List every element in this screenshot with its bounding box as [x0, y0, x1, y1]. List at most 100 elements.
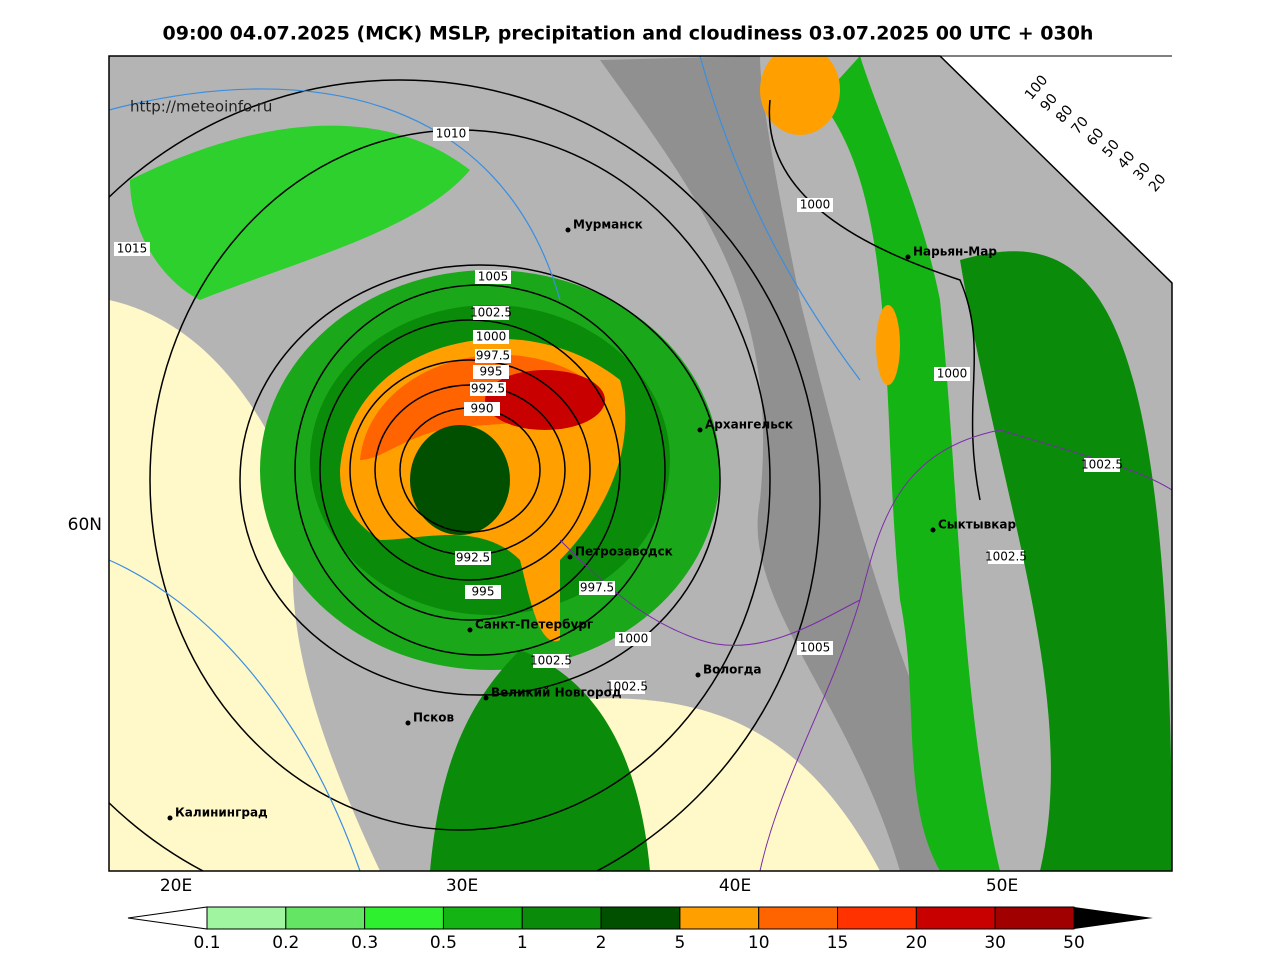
- city-dot: [167, 815, 173, 821]
- city-label: Мурманск: [573, 218, 643, 232]
- isobar-label: 1005: [478, 270, 509, 284]
- x-axis-label: 30E: [446, 876, 478, 896]
- colorbar-label: 1: [517, 933, 528, 953]
- city-label: Петрозаводск: [575, 545, 673, 559]
- isobar-label-bg: [473, 330, 509, 344]
- isobar-label: 1000: [618, 632, 649, 646]
- isobar-label: 1002.5: [530, 654, 572, 668]
- colorbar-swatch: [285, 906, 366, 930]
- isobar-label-bg: [470, 382, 506, 396]
- colorbar-under: [127, 906, 208, 930]
- city-dot: [467, 627, 473, 633]
- isobar-label: 990: [471, 402, 494, 416]
- isobar-label: 1015: [117, 242, 148, 256]
- isobars: [109, 79, 981, 871]
- isobar-label-bg: [473, 365, 509, 379]
- isobar-label-bg: [609, 680, 645, 694]
- precip-area: [130, 125, 470, 300]
- city-dot: [567, 554, 573, 560]
- isobar-label-bg: [797, 198, 833, 212]
- x-axis-label: 50E: [986, 876, 1018, 896]
- map-frame: [108, 55, 1173, 872]
- isobar-label: 992.5: [471, 382, 505, 396]
- isobar-label: 992.5: [456, 551, 490, 565]
- isobar-label-bg: [988, 550, 1024, 564]
- isobar-label: 997.5: [476, 349, 510, 363]
- isobar-label: 1010: [436, 127, 467, 141]
- colorbar-label: 50: [1063, 933, 1085, 953]
- colorbar-label: 0.3: [351, 933, 378, 953]
- city-dot: [930, 527, 936, 533]
- city-dot: [697, 427, 703, 433]
- precip-colorbar: 0.1 0.2 0.3 0.5 1 2 5 10 15 20 30 50: [127, 906, 1153, 953]
- city-dot: [405, 720, 411, 726]
- city-label: Нарьян-Мар: [913, 245, 997, 259]
- colorbar-swatch: [837, 906, 917, 930]
- precip-area: [820, 56, 1000, 871]
- cloud-dense: [600, 56, 1000, 871]
- colorbar-label: 0.1: [193, 933, 220, 953]
- isobar-label-bg: [464, 402, 500, 416]
- colorbar-swatch: [994, 906, 1075, 930]
- city-dot: [905, 254, 911, 260]
- isobar-label-bg: [465, 585, 501, 599]
- colorbar-label: 10: [748, 933, 770, 953]
- isobar-label: 995: [480, 365, 503, 379]
- isobar-label-bg: [114, 242, 150, 256]
- isobar-label-bg: [615, 632, 651, 646]
- isobar-label-bg: [533, 654, 569, 668]
- colorbar-label: 0.5: [430, 933, 457, 953]
- colorbar-label: 30: [984, 933, 1006, 953]
- isobar-labels: 1010 1015 1005 1002.5 1000 997.5 995 992.5 990 10…: [114, 127, 1123, 694]
- colorbar-swatch: [206, 906, 287, 930]
- city-dot: [483, 695, 489, 701]
- colorbar-swatch: [442, 906, 523, 930]
- precip-area: [430, 650, 650, 871]
- colorbar-over: [1074, 907, 1153, 929]
- isobar-label: 1002.5: [470, 306, 512, 320]
- clear-area: [109, 300, 380, 871]
- isobar-label-bg: [475, 270, 511, 284]
- city-dot: [565, 227, 571, 233]
- city-label: Архангельск: [705, 418, 793, 432]
- colorbar-label: 20: [906, 933, 928, 953]
- colorbar-swatch: [679, 906, 760, 930]
- isobar-label: 1000: [476, 330, 507, 344]
- map: [109, 56, 1172, 871]
- isobar-label-bg: [934, 367, 970, 381]
- source-url: http://meteoinfo.ru: [130, 98, 272, 116]
- isobar-label: 1002.5: [985, 550, 1027, 564]
- title: 09:00 04.07.2025 (МСК) MSLP, precipitati…: [163, 23, 1094, 45]
- colorbar-swatch: [600, 906, 681, 930]
- city-label: Псков: [413, 711, 455, 725]
- city-label: Сыктывкар: [938, 518, 1016, 532]
- isobar-label-bg: [579, 581, 615, 595]
- axis-labels: 20E 30E 40E 50E 60N: [68, 515, 1019, 896]
- isobar-label-bg: [1084, 458, 1120, 472]
- isobar-label: 1000: [800, 198, 831, 212]
- precip-area: [960, 251, 1172, 871]
- isobar-label-bg: [797, 641, 833, 655]
- city-label: Великий Новгород: [491, 686, 622, 700]
- colorbar-swatch: [915, 906, 996, 930]
- isobar-label: 1002.5: [1081, 458, 1123, 472]
- isobar-label: 997.5: [580, 581, 614, 595]
- isobar-label-bg: [433, 127, 469, 141]
- isobar-label: 1002.5: [606, 680, 648, 694]
- x-axis-label: 20E: [160, 876, 192, 896]
- precip-area: [410, 425, 510, 535]
- isobar-label-bg: [475, 349, 511, 363]
- colorbar-label: 0.2: [272, 933, 299, 953]
- precip-area: [760, 56, 840, 135]
- precip-area: [876, 305, 900, 385]
- isobar-label: 1005: [800, 641, 831, 655]
- colorbar-label: 15: [827, 933, 849, 953]
- x-axis-label: 40E: [719, 876, 751, 896]
- city-label: Калининград: [175, 806, 268, 820]
- precip-area: [485, 370, 605, 430]
- city-label: Вологда: [703, 663, 761, 677]
- y-axis-label: 60N: [68, 515, 102, 535]
- colorbar-swatch: [758, 906, 839, 930]
